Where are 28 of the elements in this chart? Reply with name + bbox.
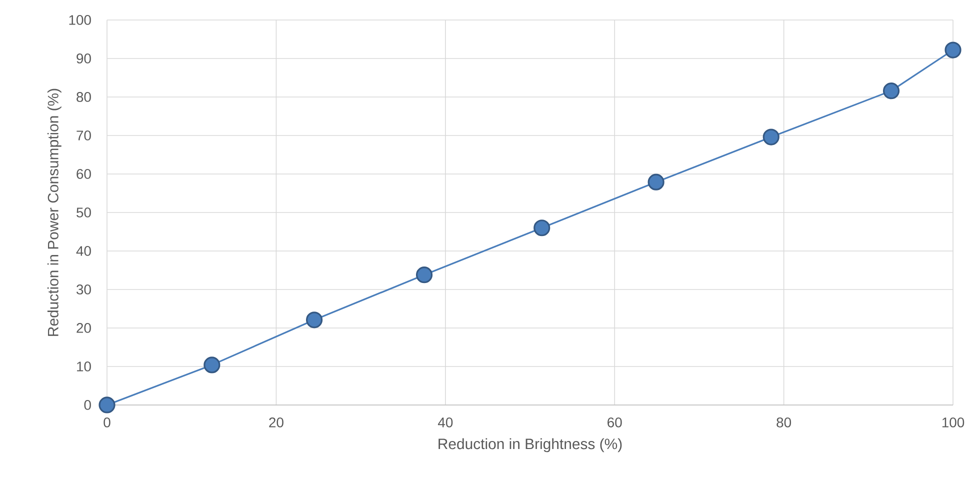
point: [416, 266, 433, 284]
y-tick-label: 30: [76, 284, 91, 294]
x-tick-label: 60: [608, 417, 622, 428]
y-tick-label: 60: [76, 169, 91, 179]
y-axis-title: Reduction in Power Consumption (%): [47, 88, 62, 336]
y-tick-label: 50: [76, 208, 91, 218]
point: [648, 174, 664, 190]
point: [882, 82, 900, 100]
point: [306, 312, 323, 328]
x-tick-label: 100: [942, 417, 964, 428]
point: [204, 356, 220, 374]
y-tick-label: 0: [84, 400, 91, 410]
point: [98, 396, 116, 414]
point: [944, 42, 962, 58]
y-tick-label: 70: [76, 130, 91, 140]
y-tick-label: 10: [77, 362, 91, 372]
x-axis-title: Reduction in Brightness (%): [438, 438, 622, 452]
x-tick-label: 80: [776, 417, 792, 428]
x-tick-label: 0: [104, 417, 110, 428]
y-tick-label: 20: [76, 323, 91, 333]
y-tick-label: 90: [76, 54, 91, 64]
point: [534, 220, 550, 236]
y-tick-label: 40: [76, 246, 91, 256]
point: [762, 128, 780, 146]
x-tick-label: 20: [269, 417, 284, 428]
x-tick-label: 40: [438, 417, 453, 428]
y-tick-label: 80: [76, 92, 91, 102]
y-tick-label: 100: [69, 15, 91, 25]
